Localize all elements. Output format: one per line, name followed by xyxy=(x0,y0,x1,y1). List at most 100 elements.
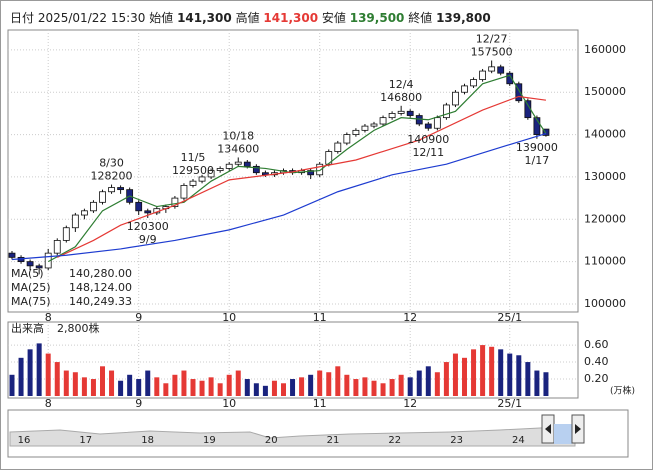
volume-bar xyxy=(326,372,332,396)
candle-body xyxy=(343,134,351,144)
annotation-date: 8/30 xyxy=(99,157,124,170)
annotation-value: 140900 xyxy=(407,133,449,146)
volume-bar xyxy=(471,349,477,396)
volume-bar xyxy=(380,383,386,396)
navigator-label: 20 xyxy=(265,435,278,446)
candle-body xyxy=(198,176,206,182)
candle-body xyxy=(488,66,496,72)
legend-value: 140,249.33 xyxy=(69,295,132,308)
candle-body xyxy=(234,161,242,165)
annotation-date: 12/4 xyxy=(389,78,414,91)
candle-body xyxy=(470,79,477,87)
annotation-date: 12/11 xyxy=(412,146,444,159)
ma-line xyxy=(47,74,547,263)
y-tick-label: 0.60 xyxy=(584,338,609,351)
navigator-label: 22 xyxy=(388,435,401,446)
y-tick-label: 150000 xyxy=(584,85,626,98)
volume-bar xyxy=(407,377,413,396)
candle-body xyxy=(379,117,387,125)
candle-body xyxy=(144,210,152,214)
volume-bar xyxy=(516,355,522,396)
y-tick-label: 0.40 xyxy=(584,355,609,368)
volume-bar xyxy=(208,377,214,396)
volume-bar xyxy=(9,374,15,396)
annotation-value: 129500 xyxy=(172,164,214,177)
volume-latest: 2,800株 xyxy=(57,321,100,335)
candle-body xyxy=(433,117,441,129)
navigator-label: 17 xyxy=(79,435,92,446)
volume-bar xyxy=(136,379,142,396)
candle-body xyxy=(452,91,459,106)
candle-body xyxy=(406,110,414,116)
navigator-label: 19 xyxy=(203,435,216,446)
header: 日付 2025/01/22 15:30 始値 141,300 高値 141,30… xyxy=(10,10,491,25)
x-tick-label: 25/1 xyxy=(497,397,522,410)
volume-bar xyxy=(425,366,431,396)
volume-bar xyxy=(507,353,513,396)
candle-body xyxy=(108,187,115,193)
y-tick-label: 100000 xyxy=(584,297,626,310)
candle-body xyxy=(252,165,260,174)
volume-bar xyxy=(54,362,60,396)
volume-bar xyxy=(190,379,196,396)
label: 高値 xyxy=(236,10,260,25)
candle-body xyxy=(361,125,369,131)
x-tick-label: 9 xyxy=(135,311,142,324)
value: 141,300 xyxy=(177,11,232,25)
annotation-value: 128200 xyxy=(91,170,133,183)
volume-bar xyxy=(489,346,495,396)
candle-body xyxy=(370,123,378,127)
legend-name: MA(5) xyxy=(11,267,44,280)
label: 終値 xyxy=(408,10,432,25)
candle-body xyxy=(533,117,541,135)
candle-body xyxy=(497,66,505,74)
volume-bar xyxy=(353,379,359,396)
volume-bar xyxy=(45,353,51,396)
x-tick-label: 8 xyxy=(45,311,52,324)
candle-body xyxy=(461,85,468,93)
volume-bar xyxy=(109,370,115,396)
volume-bar xyxy=(480,345,486,396)
volume-bar xyxy=(362,377,368,396)
annotation-value: 139000 xyxy=(516,141,558,154)
arrow xyxy=(575,424,581,434)
volume-bar xyxy=(498,349,504,396)
navigator-label: 24 xyxy=(512,435,525,446)
candle-body xyxy=(225,163,233,169)
volume-bar xyxy=(462,357,467,396)
volume-bar xyxy=(100,366,105,396)
volume-panel xyxy=(7,321,579,399)
scroll-range[interactable] xyxy=(554,424,572,444)
volume-bar xyxy=(271,380,277,396)
x-tick-label: 25/1 xyxy=(497,311,522,324)
annotation-value: 157500 xyxy=(471,45,513,58)
candle-body xyxy=(26,261,34,267)
volume-bar xyxy=(308,374,314,396)
volume-bar xyxy=(344,374,350,396)
volume-bar xyxy=(371,380,377,396)
price-panel xyxy=(7,29,579,313)
candle-body xyxy=(71,214,79,229)
legend-value: 140,280.00 xyxy=(69,267,132,280)
volume-bar xyxy=(253,383,259,396)
candle-body xyxy=(35,265,43,269)
annotation-date: 11/5 xyxy=(181,151,206,164)
candle-body xyxy=(117,187,124,191)
value: 139,800 xyxy=(436,11,491,25)
candle-body xyxy=(135,201,143,212)
volume-bar xyxy=(299,377,305,396)
annotation-value: 146800 xyxy=(380,91,422,104)
volume-bar xyxy=(335,366,341,396)
candle-body xyxy=(515,83,523,102)
volume-bar xyxy=(281,383,286,396)
annotation-date: 9/9 xyxy=(139,233,157,246)
candle-body xyxy=(99,191,106,203)
volume-bar xyxy=(145,370,151,396)
volume-bar xyxy=(534,370,540,396)
x-tick-label: 12 xyxy=(403,397,417,410)
volume-bar xyxy=(127,374,133,396)
volume-bar xyxy=(181,370,187,396)
candle-body xyxy=(171,197,179,207)
navigator xyxy=(7,409,629,458)
